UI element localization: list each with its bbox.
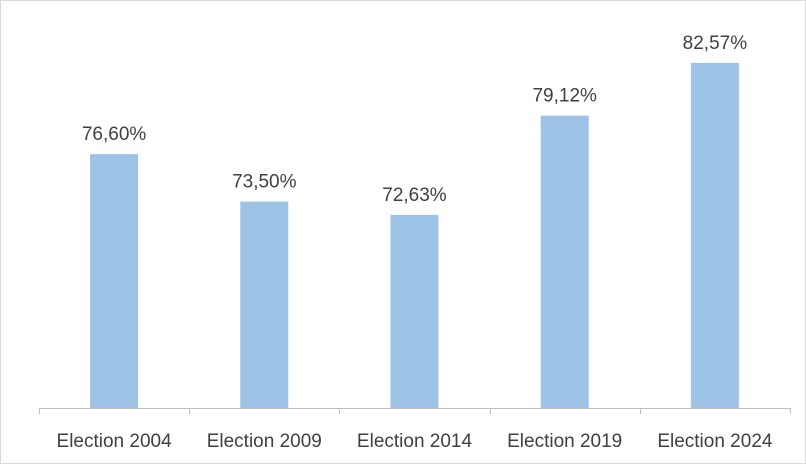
- x-tick-label-3: Election 2014: [357, 431, 473, 452]
- x-tick-label-2: Election 2009: [207, 431, 322, 452]
- x-tick-labels-group: Election 2004 Election 2009 Election 2014 E…: [57, 431, 773, 452]
- bar-4: [540, 115, 589, 408]
- bar-5: [690, 62, 739, 408]
- data-label-2: 73,50%: [232, 172, 297, 193]
- x-tick-label-4: Election 2019: [507, 431, 622, 452]
- x-tick-label-5: Election 2024: [657, 431, 773, 452]
- x-tick-label-1: Election 2004: [57, 431, 173, 452]
- data-label-1: 76,60%: [82, 124, 147, 145]
- data-label-3: 72,63%: [382, 185, 447, 206]
- data-label-4: 79,12%: [532, 86, 597, 107]
- bar-3: [390, 214, 439, 408]
- x-axis: [39, 408, 791, 414]
- bar-1: [90, 154, 139, 408]
- bars-group: [90, 62, 739, 408]
- bar-2: [240, 201, 289, 408]
- data-label-5: 82,57%: [683, 33, 748, 54]
- data-labels-group: 76,60% 73,50% 72,63% 79,12% 82,57%: [82, 33, 747, 206]
